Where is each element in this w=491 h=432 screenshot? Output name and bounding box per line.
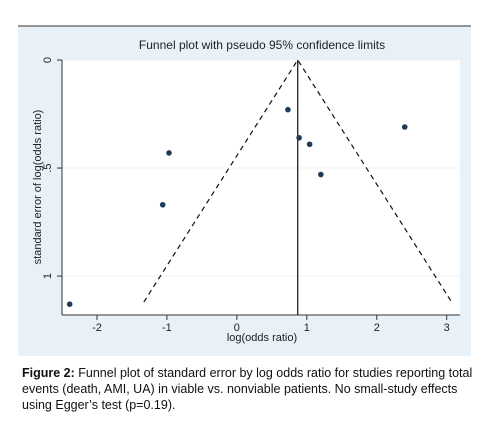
chart-title: Funnel plot with pseudo 95% confidence l… xyxy=(139,38,385,52)
x-tick-label: 0 xyxy=(234,322,240,334)
caption-label: Figure 2: xyxy=(22,366,75,380)
chart: Funnel plot with pseudo 95% confidence l… xyxy=(18,25,471,356)
point xyxy=(318,171,324,178)
y-axis-label: standard error of log(odds ratio) xyxy=(32,110,44,265)
point xyxy=(401,124,408,130)
y-tick-label: 1 xyxy=(42,273,54,279)
point xyxy=(306,141,313,148)
point xyxy=(285,106,291,113)
y-tick-label: .5 xyxy=(42,163,54,172)
funnel-limit xyxy=(143,58,453,303)
point xyxy=(166,150,172,156)
y-tick-label: 0 xyxy=(42,57,54,63)
x-tick-label: 2 xyxy=(374,322,380,334)
caption: Figure 2: Funnel plot of standard error … xyxy=(22,365,477,413)
point xyxy=(296,134,302,141)
x-tick-label: -2 xyxy=(92,322,102,334)
x-tick-label: -1 xyxy=(162,322,172,334)
caption-text: Funnel plot of standard error by log odd… xyxy=(22,366,473,412)
x-axis-label: log(odds ratio) xyxy=(227,332,297,344)
plot-area xyxy=(62,60,460,315)
point xyxy=(66,301,73,307)
x-tick-label: 3 xyxy=(444,322,450,334)
point xyxy=(159,201,166,208)
x-tick-label: 1 xyxy=(304,322,310,334)
